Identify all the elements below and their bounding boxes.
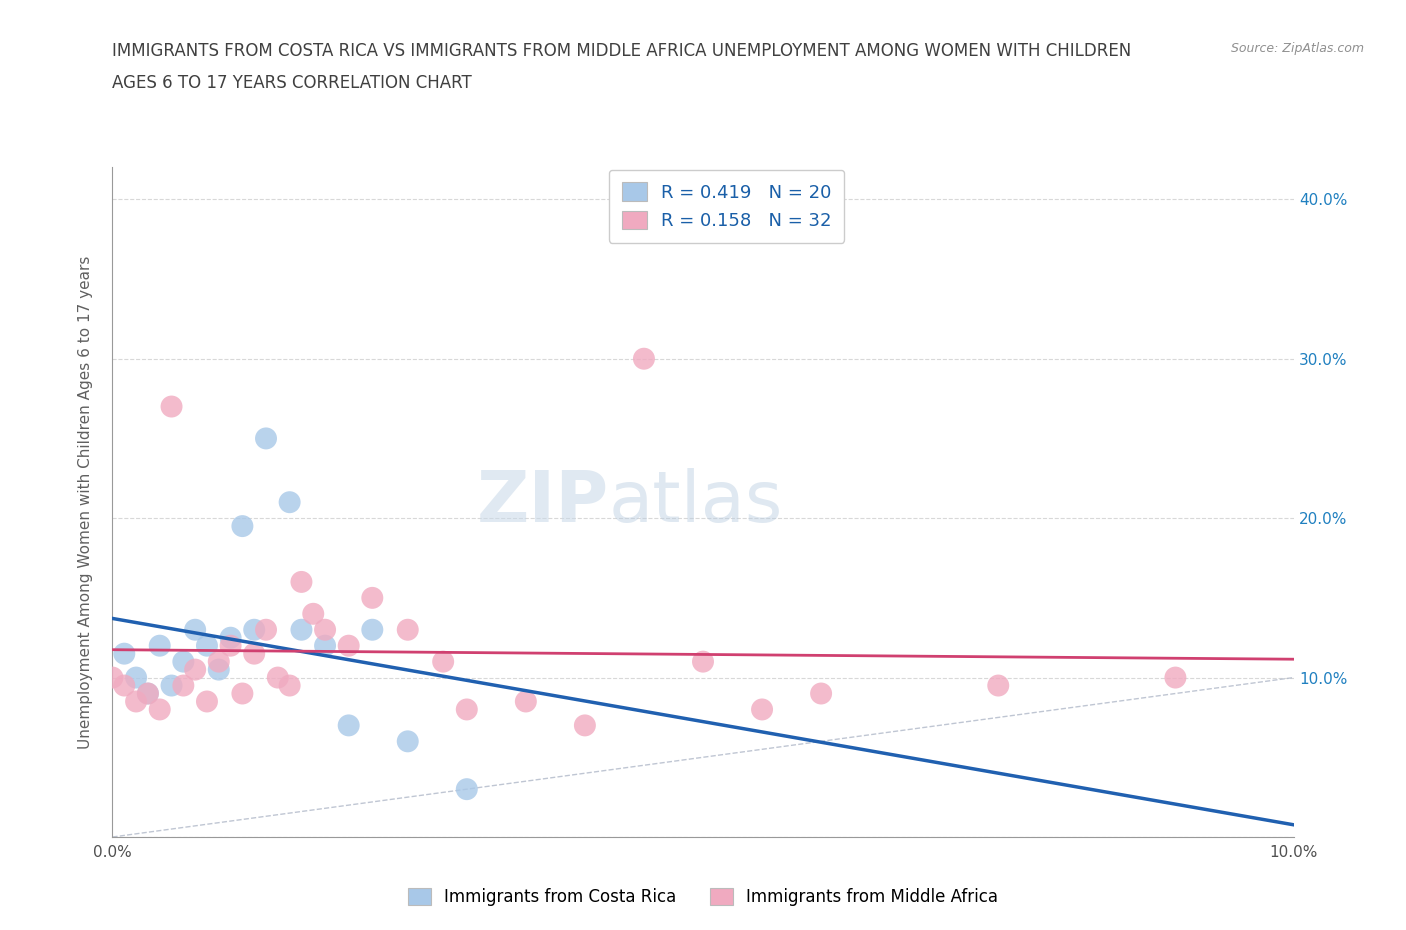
Point [208, 654, 231, 669]
Point [633, 352, 655, 366]
Point [751, 702, 773, 717]
Point [290, 575, 312, 590]
Point [243, 622, 266, 637]
Text: ZIP: ZIP [477, 468, 609, 537]
Point [136, 686, 159, 701]
Point [987, 678, 1010, 693]
Point [254, 431, 277, 445]
Point [692, 654, 714, 669]
Point [184, 662, 207, 677]
Point [1164, 671, 1187, 685]
Point [314, 622, 336, 637]
Point [456, 702, 478, 717]
Point [125, 671, 148, 685]
Point [136, 686, 159, 701]
Point [208, 662, 231, 677]
Text: AGES 6 TO 17 YEARS CORRELATION CHART: AGES 6 TO 17 YEARS CORRELATION CHART [112, 74, 472, 92]
Point [278, 678, 301, 693]
Point [432, 654, 454, 669]
Point [231, 519, 253, 534]
Legend: R = 0.419   N = 20, R = 0.158   N = 32: R = 0.419 N = 20, R = 0.158 N = 32 [609, 170, 845, 243]
Point [361, 622, 384, 637]
Point [361, 591, 384, 605]
Point [172, 654, 194, 669]
Point [195, 694, 218, 709]
Point [149, 638, 172, 653]
Point [184, 622, 207, 637]
Point [278, 495, 301, 510]
Legend: Immigrants from Costa Rica, Immigrants from Middle Africa: Immigrants from Costa Rica, Immigrants f… [401, 881, 1005, 912]
Point [337, 718, 360, 733]
Point [456, 782, 478, 797]
Point [302, 606, 325, 621]
Point [290, 622, 312, 637]
Point [396, 622, 419, 637]
Point [160, 678, 183, 693]
Text: atlas: atlas [609, 468, 783, 537]
Point [515, 694, 537, 709]
Point [149, 702, 172, 717]
Point [243, 646, 266, 661]
Point [125, 694, 148, 709]
Point [101, 671, 124, 685]
Point [112, 678, 135, 693]
Y-axis label: Unemployment Among Women with Children Ages 6 to 17 years: Unemployment Among Women with Children A… [79, 256, 93, 749]
Point [810, 686, 832, 701]
Point [396, 734, 419, 749]
Point [112, 646, 135, 661]
Point [574, 718, 596, 733]
Point [219, 638, 242, 653]
Point [314, 638, 336, 653]
Text: IMMIGRANTS FROM COSTA RICA VS IMMIGRANTS FROM MIDDLE AFRICA UNEMPLOYMENT AMONG W: IMMIGRANTS FROM COSTA RICA VS IMMIGRANTS… [112, 42, 1132, 60]
Point [267, 671, 290, 685]
Point [160, 399, 183, 414]
Text: Source: ZipAtlas.com: Source: ZipAtlas.com [1230, 42, 1364, 55]
Point [195, 638, 218, 653]
Point [254, 622, 277, 637]
Point [172, 678, 194, 693]
Point [219, 631, 242, 645]
Point [231, 686, 253, 701]
Point [337, 638, 360, 653]
